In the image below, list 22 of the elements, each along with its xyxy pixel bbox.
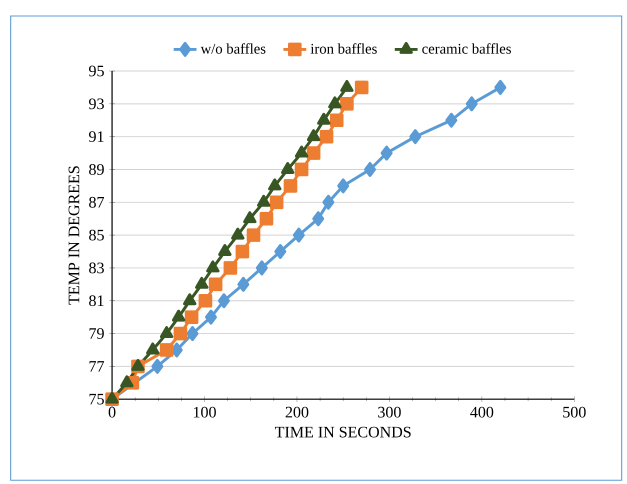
x-tick-label: 300: [378, 406, 401, 418]
x-axis-title: TIME IN SECONDS: [274, 426, 411, 438]
x-tick-label: 0: [108, 406, 116, 418]
y-tick-label: 77: [90, 361, 104, 372]
y-tick-label: 81: [89, 295, 104, 306]
y-axis-title: TEMP IN DEGREES: [68, 166, 80, 305]
legend-label: w/o baffles: [200, 43, 266, 54]
y-tick-label: 83: [89, 262, 104, 274]
x-tick-label: 500: [563, 406, 586, 418]
y-tick-label: 79: [90, 328, 104, 339]
x-tick-label: 200: [286, 406, 308, 418]
y-tick-label: 95: [89, 66, 104, 76]
y-tick-label: 87: [89, 196, 104, 208]
y-tick-label: 89: [89, 164, 104, 175]
legend-label: iron baffles: [310, 43, 377, 54]
y-tick-label: 91: [89, 131, 104, 142]
y-tick-label: 93: [89, 98, 104, 110]
x-tick-label: 400: [470, 406, 494, 418]
legend-label: ceramic baffles: [422, 43, 511, 54]
x-tick-label: 100: [194, 406, 216, 418]
y-tick-label: 75: [90, 394, 104, 404]
y-tick-label: 85: [89, 230, 104, 240]
